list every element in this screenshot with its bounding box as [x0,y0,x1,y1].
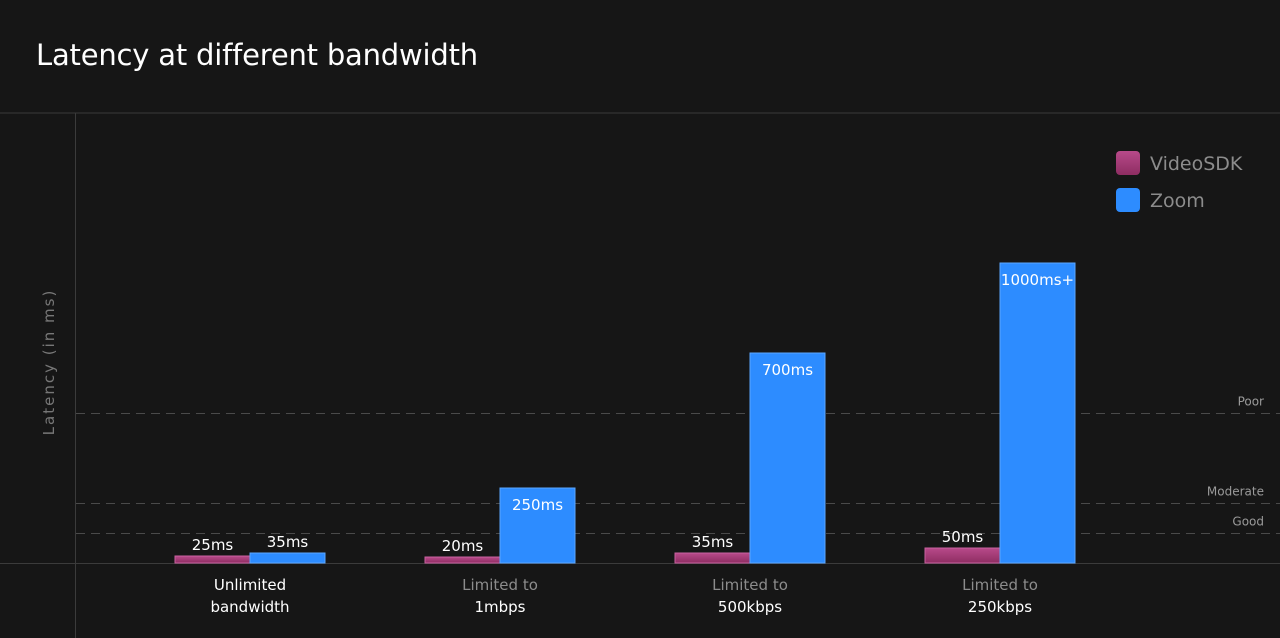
data-label: 50ms [942,528,984,546]
x-tick-label: Limited to [462,576,538,594]
data-label: 25ms [192,536,234,554]
bar-videosdk [674,552,751,564]
legend-label: VideoSDK [1150,153,1243,175]
bar-zoom [249,552,326,564]
x-tick-labels: Unlimited bandwidth Limited to 1mbps Limited… [210,576,1037,616]
chart-title: Latency at different bandwidth [36,38,478,72]
data-label: 35ms [267,533,309,551]
y-axis-label: Latency (in ms) [40,289,58,436]
bar-zoom [999,262,1076,564]
threshold-label: Poor [1238,395,1264,409]
legend-swatch [1116,188,1140,212]
x-tick-label: Unlimited [214,576,286,594]
data-label: 1000ms+ [1001,271,1074,289]
bar-zoom [749,352,826,564]
bars: 25ms 35ms 20ms 250ms 35ms 700ms 50ms 1000ms+ [174,262,1076,564]
x-tick-label: 500kbps [718,598,782,616]
data-label: 700ms [762,361,813,379]
legend-swatch [1116,151,1140,175]
bar-videosdk [924,547,1001,564]
threshold-label: Good [1232,515,1264,529]
legend-label: Zoom [1150,190,1205,212]
data-label: 20ms [442,537,484,555]
x-tick-label: 1mbps [474,598,525,616]
legend: VideoSDK Zoom [1116,151,1243,212]
x-tick-label: 250kbps [968,598,1032,616]
threshold-lines: Poor Moderate Good [76,395,1280,534]
bar-videosdk [174,555,251,564]
x-tick-label: Limited to [962,576,1038,594]
data-label: 35ms [692,533,734,551]
bar-zoom [499,487,576,564]
x-tick-label: Limited to [712,576,788,594]
x-tick-label: bandwidth [210,598,289,616]
threshold-label: Moderate [1207,485,1264,499]
data-label: 250ms [512,496,563,514]
bar-videosdk [424,556,501,564]
